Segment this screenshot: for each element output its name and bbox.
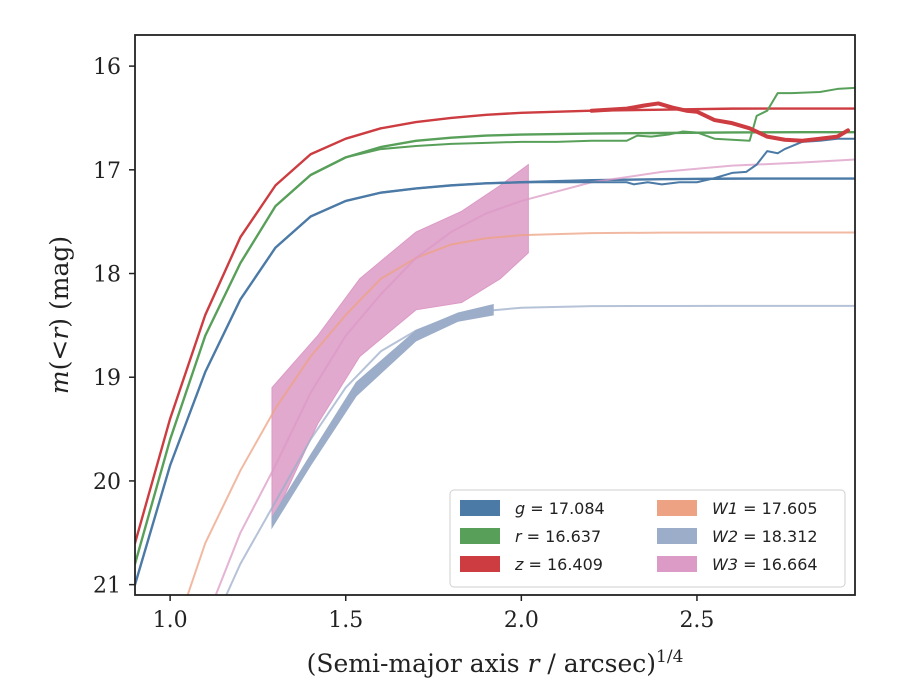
plot-area xyxy=(135,86,855,595)
x-tick-label: 2.0 xyxy=(504,608,539,633)
legend-swatch-w3 xyxy=(657,556,697,572)
legend-label-z: z = 16.409 xyxy=(514,555,603,574)
model-curve-w3 xyxy=(214,158,855,595)
x-tick-label: 1.0 xyxy=(153,608,188,633)
y-tick-label: 16 xyxy=(93,55,121,80)
y-tick-label: 17 xyxy=(93,159,121,184)
band-w3-area xyxy=(271,163,529,523)
legend-swatch-z xyxy=(460,556,500,572)
legend-label-r: r = 16.637 xyxy=(515,527,601,546)
legend-swatch-w1 xyxy=(657,500,697,516)
y-axis-label: m(<r) (mag) xyxy=(45,236,74,394)
y-axis: 16 17 18 19 20 21 xyxy=(93,55,135,599)
data-curve-g xyxy=(274,137,855,249)
legend-label-w3: W3 = 16.664 xyxy=(712,555,818,574)
legend-label-g: g = 17.084 xyxy=(515,499,605,518)
x-axis: 1.0 1.5 2.0 2.5 xyxy=(153,595,714,633)
y-tick-label: 21 xyxy=(93,574,121,599)
x-tick-label: 2.5 xyxy=(679,608,714,633)
model-curve-w1 xyxy=(186,231,855,595)
legend-label-w1: W1 = 17.605 xyxy=(712,499,818,518)
y-tick-label: 19 xyxy=(93,366,121,391)
model-curve-r xyxy=(135,130,855,566)
x-axis-label: (Semi-major axis r / arcsec)1/4 xyxy=(307,647,684,678)
data-curve-z xyxy=(589,101,850,143)
legend-swatch-r xyxy=(460,528,500,544)
plot-frame xyxy=(134,34,856,596)
x-tick-label: 1.5 xyxy=(328,608,363,633)
y-tick-label: 20 xyxy=(93,470,121,495)
legend-swatch-w2 xyxy=(657,528,697,544)
band-w2-area xyxy=(271,303,494,530)
legend-label-w2: W2 = 18.312 xyxy=(712,527,818,546)
legend: g = 17.084 r = 16.637 z = 16.409 W1 = 17.60… xyxy=(449,489,846,588)
legend-box xyxy=(449,489,846,588)
legend-swatch-g xyxy=(460,500,500,516)
y-tick-label: 18 xyxy=(93,263,121,288)
data-curve-r xyxy=(274,86,855,208)
model-curve-w2 xyxy=(225,304,855,595)
